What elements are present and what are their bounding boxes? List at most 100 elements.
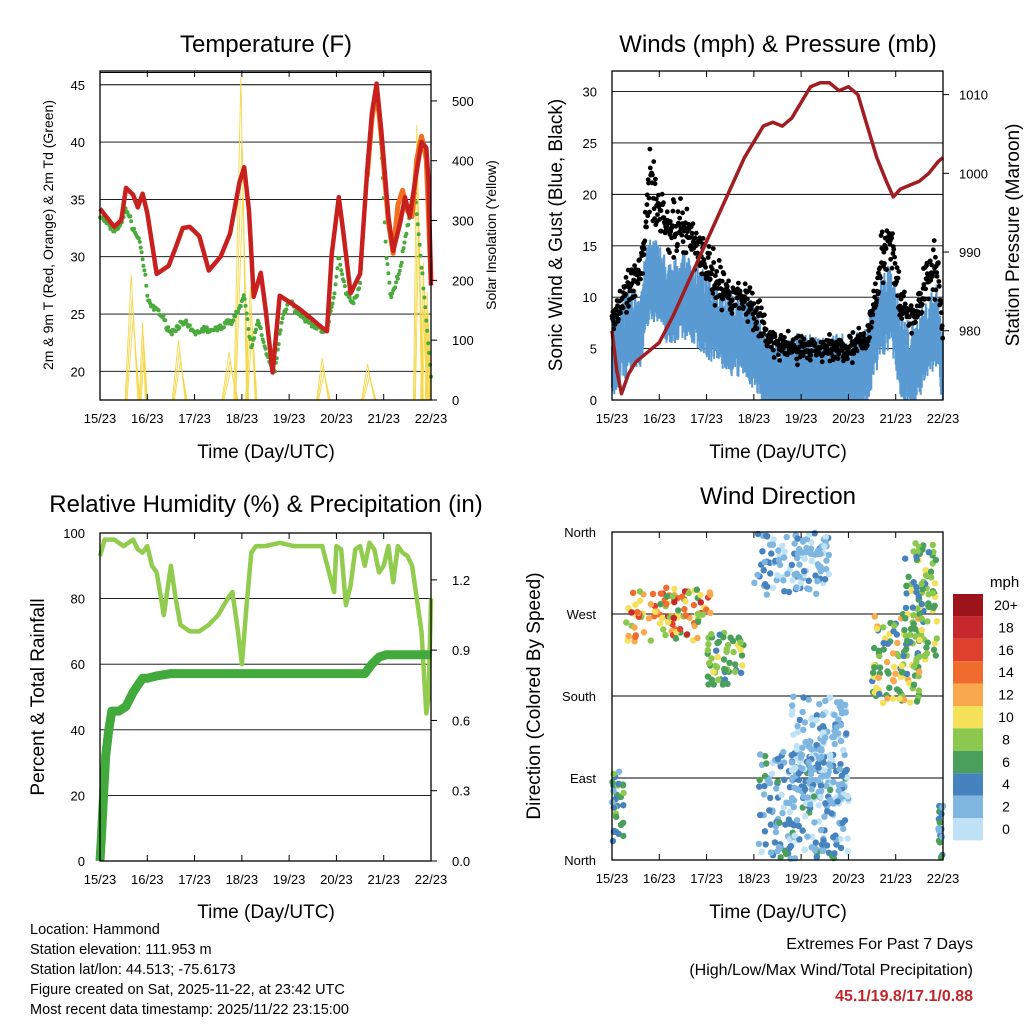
direction-point (830, 778, 837, 786)
legend-swatch (953, 683, 983, 706)
gust-point (620, 305, 626, 311)
direction-point (902, 555, 909, 562)
direction-point (790, 693, 797, 700)
direction-point (817, 563, 824, 571)
gust-point (848, 343, 854, 349)
winds-title: Winds (mph) & Pressure (mb) (619, 31, 936, 58)
gust-point (647, 165, 653, 171)
gust-point (800, 353, 806, 359)
temperature-x-tick-label: 18/23 (226, 411, 259, 426)
temperature-x-tick-label: 22/23 (415, 411, 448, 426)
direction-point (913, 655, 920, 663)
direction-point (757, 811, 764, 819)
direction-point (682, 612, 689, 619)
dewpoint-point (238, 304, 243, 309)
gust-point (909, 330, 914, 336)
direction-point (796, 836, 803, 843)
dewpoint-point (351, 301, 356, 306)
gust-point (624, 310, 629, 315)
dewpoint-point (357, 286, 362, 291)
solar-insolation-trace (246, 306, 257, 401)
direction-point (772, 828, 780, 836)
direction-point (715, 676, 722, 683)
gust-point (736, 305, 742, 311)
temperature-y-tick-label: 35 (71, 192, 85, 207)
winds-x-tick-label: 15/23 (596, 411, 629, 426)
dewpoint-point (261, 340, 266, 344)
dewpoint-point (161, 313, 166, 318)
gust-point (927, 258, 933, 264)
dewpoint-point (400, 249, 405, 254)
gust-point (869, 319, 875, 325)
direction-point (825, 570, 832, 578)
dewpoint-point (399, 260, 404, 265)
direction-title: Wind Direction (700, 483, 856, 510)
direction-point (813, 854, 820, 861)
direction-point (823, 557, 830, 564)
gust-point (928, 277, 934, 283)
direction-point (801, 846, 808, 853)
direction-point (892, 670, 899, 677)
dewpoint-point (140, 257, 145, 262)
humidity-y2-tick-label: 0.6 (452, 713, 470, 728)
temperature-x-tick-label: 21/23 (367, 411, 400, 426)
direction-point (817, 793, 824, 800)
direction-point (789, 774, 796, 782)
dewpoint-point (382, 220, 387, 225)
gust-point (612, 322, 618, 327)
solar-insolation-trace (425, 311, 431, 401)
direction-point (796, 573, 803, 580)
direction-x-label: Time (Day/UTC) (709, 902, 847, 923)
temperature-y-tick-label: 40 (71, 135, 85, 150)
direction-point (900, 652, 907, 660)
direction-point (779, 542, 786, 550)
solar-insolation-trace (245, 286, 256, 401)
gust-point (719, 307, 725, 313)
direction-point (903, 645, 910, 653)
direction-x-tick-label: 17/23 (690, 871, 723, 886)
winds-y-tick-label: 25 (583, 136, 597, 151)
direction-point (821, 576, 829, 583)
temperature-y2-tick-label: 500 (452, 94, 474, 109)
direction-point (762, 752, 769, 760)
direction-point (713, 663, 721, 671)
dewpoint-point (129, 219, 134, 224)
humidity-y-tick-label: 20 (71, 788, 85, 803)
dewpoint-point (246, 327, 251, 331)
gust-point (825, 347, 831, 352)
gust-point (646, 195, 652, 201)
gust-point (851, 351, 857, 356)
direction-point (902, 632, 910, 640)
direction-point (924, 639, 931, 646)
winds-x-tick-label: 17/23 (690, 411, 723, 426)
gust-point (683, 250, 689, 256)
winds-x-tick-label: 18/23 (738, 411, 771, 426)
direction-point (771, 839, 779, 846)
dewpoint-point (397, 268, 402, 273)
gust-point (748, 306, 754, 312)
direction-point (797, 579, 804, 587)
created-text: Figure created on Sat, 2025-11-22, at 23… (30, 982, 345, 998)
direction-point (669, 593, 676, 600)
direction-point (876, 664, 884, 671)
direction-point (693, 586, 701, 593)
humidity-x-tick-label: 21/23 (367, 872, 400, 887)
legend-label: 12 (998, 687, 1014, 703)
gust-point (679, 232, 685, 238)
dewpoint-point (245, 317, 250, 322)
direction-point (831, 711, 838, 719)
direction-point (794, 535, 801, 542)
direction-point (683, 631, 691, 638)
temperature-y-tick-label: 25 (71, 307, 85, 322)
direction-point (788, 766, 796, 774)
direction-y-tick-label: West (567, 607, 597, 622)
winds-x-tick-label: 22/23 (927, 411, 960, 426)
direction-point (623, 619, 630, 626)
direction-point (791, 784, 798, 791)
direction-point (838, 780, 846, 788)
gust-point (754, 326, 760, 331)
direction-point (822, 697, 829, 705)
gust-point (692, 235, 698, 241)
legend-swatch (953, 818, 983, 841)
direction-point (822, 800, 829, 807)
